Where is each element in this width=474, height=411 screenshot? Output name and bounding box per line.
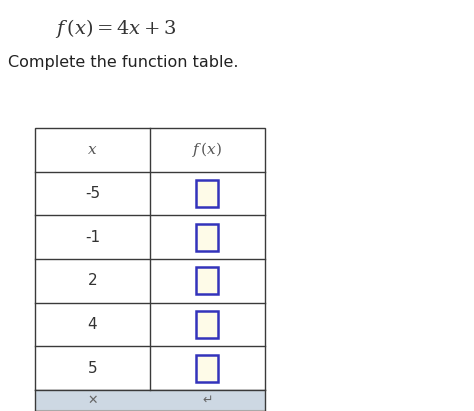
Bar — [197, 224, 219, 251]
Text: $f\,(x)$: $f\,(x)$ — [192, 140, 223, 159]
Text: -5: -5 — [85, 186, 100, 201]
Bar — [35, 390, 265, 410]
Text: $f\,(x)=4x+3$: $f\,(x)=4x+3$ — [55, 16, 177, 39]
Bar — [197, 355, 219, 382]
Bar — [35, 128, 265, 390]
Text: Complete the function table.: Complete the function table. — [8, 55, 238, 69]
Bar — [197, 311, 219, 338]
Text: 5: 5 — [88, 361, 97, 376]
Text: ✕: ✕ — [87, 393, 98, 406]
Text: $x$: $x$ — [87, 142, 98, 157]
Text: -1: -1 — [85, 230, 100, 245]
Text: 2: 2 — [88, 273, 97, 289]
Text: 4: 4 — [88, 317, 97, 332]
Text: ↵: ↵ — [202, 393, 213, 406]
Bar — [197, 267, 219, 294]
Bar — [197, 180, 219, 207]
